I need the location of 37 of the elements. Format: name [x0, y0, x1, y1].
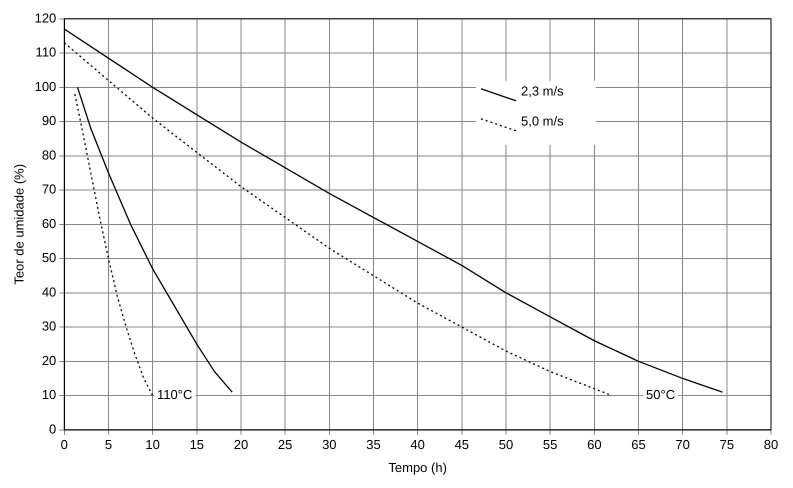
- x-tick-label: 10: [145, 437, 160, 452]
- legend-label: 5,0 m/s: [521, 113, 564, 128]
- y-axis-title: Teor de umidade (%): [11, 164, 26, 285]
- y-tick-label: 20: [42, 352, 56, 368]
- line-series: [74, 94, 154, 396]
- x-tick-label: 5: [104, 437, 112, 452]
- y-tick-label: 10: [42, 387, 56, 402]
- y-tick-label: 40: [42, 284, 56, 300]
- y-tick-label: 60: [42, 216, 56, 231]
- x-tick-label: 15: [190, 437, 204, 452]
- y-tick-label: 90: [42, 113, 56, 128]
- y-tick-label: 100: [34, 78, 56, 94]
- y-tick-label: 70: [42, 182, 56, 197]
- x-tick-label: 40: [410, 437, 425, 452]
- legend-label: 2,3 m/s: [521, 83, 564, 98]
- x-tick-label: 25: [278, 437, 292, 452]
- y-tick-label: 50: [42, 250, 56, 266]
- annotation: 110°C: [157, 387, 192, 402]
- x-tick-label: 30: [322, 437, 337, 452]
- x-tick-label: 80: [764, 437, 778, 452]
- x-tick-label: 20: [234, 437, 248, 452]
- x-tick-label: 55: [542, 437, 558, 452]
- x-tick-label: 0: [60, 437, 68, 452]
- x-tick-label: 45: [454, 437, 470, 452]
- y-tick-label: 30: [42, 318, 56, 334]
- x-tick-label: 70: [675, 437, 690, 452]
- x-axis-title: Tempo (h): [388, 460, 447, 475]
- y-tick-label: 120: [34, 10, 56, 26]
- y-tick-label: 110: [36, 44, 56, 60]
- x-tick-label: 75: [720, 437, 734, 452]
- annotation: 50°C: [646, 387, 676, 402]
- x-tick-label: 50: [498, 437, 514, 452]
- x-tick-label: 60: [587, 437, 602, 452]
- x-tick-label: 65: [631, 437, 646, 452]
- x-tick-label: 35: [366, 437, 381, 452]
- y-tick-label: 80: [42, 147, 56, 162]
- y-tick-label: 0: [49, 421, 56, 436]
